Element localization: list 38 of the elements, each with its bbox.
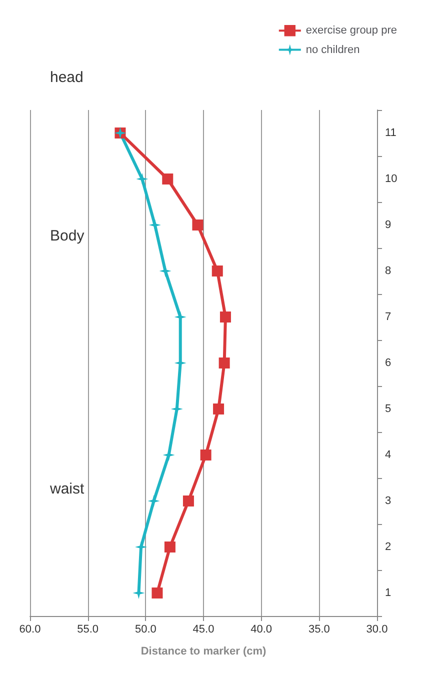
point <box>162 174 174 184</box>
y-tick-label: 1 <box>385 587 392 599</box>
x-tick-label: 40.0 <box>250 624 272 636</box>
point <box>200 450 212 460</box>
point <box>136 173 148 185</box>
x-tick-label: 55.0 <box>77 624 99 636</box>
x-tick-label: 50.0 <box>134 624 156 636</box>
point <box>182 496 194 506</box>
point <box>148 495 160 507</box>
y-tick-label: 6 <box>385 357 392 369</box>
y-tick-label: 2 <box>385 541 392 553</box>
y-tick-label: 9 <box>385 219 392 231</box>
point <box>212 266 223 276</box>
y-tick-label: 10 <box>385 173 398 185</box>
point <box>164 542 176 552</box>
y-tick-label: 8 <box>385 265 392 277</box>
x-tick-label: 35.0 <box>308 624 330 636</box>
point <box>218 358 230 368</box>
legend-label: no children <box>306 44 360 56</box>
point <box>220 312 231 322</box>
point <box>159 265 172 277</box>
annotation: waist <box>49 480 86 498</box>
y-tick-label: 7 <box>385 311 392 323</box>
point <box>213 404 224 414</box>
point <box>152 588 163 598</box>
legend-label: exercise group pre <box>306 24 398 37</box>
point <box>192 220 204 230</box>
point <box>148 219 161 231</box>
y-tick-label: 11 <box>385 127 396 139</box>
y-tick-label: 5 <box>385 403 392 415</box>
y-tick-label: 4 <box>385 449 392 461</box>
x-tick-label: 45.0 <box>192 624 214 636</box>
x-tick-label: 30.0 <box>366 624 388 636</box>
y-tick-label: 3 <box>385 495 392 507</box>
annotation: Body <box>50 228 85 244</box>
text: head <box>50 69 84 86</box>
x-tick-label: 60.0 <box>19 624 41 636</box>
x-axis-title: Distance to marker (cm) <box>140 646 266 658</box>
